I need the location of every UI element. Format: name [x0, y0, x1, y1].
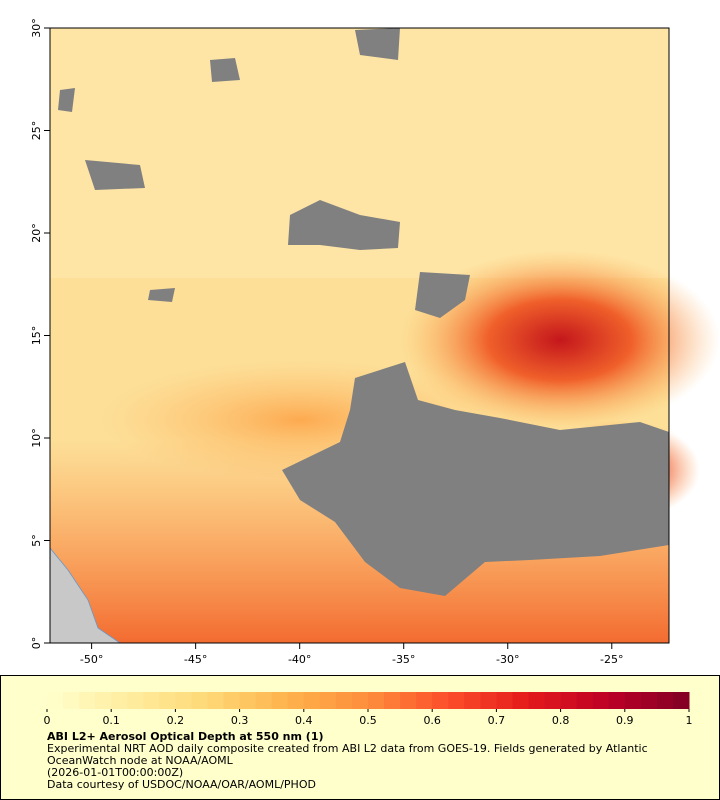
- y-tick-label: 10°: [30, 428, 43, 448]
- colorbar-segment: [480, 692, 497, 709]
- colorbar-segment: [63, 692, 80, 709]
- x-tick-label: -30°: [496, 653, 519, 666]
- colorbar-segment: [400, 692, 417, 709]
- colorbar-segment: [592, 692, 610, 709]
- colorbar-segment: [512, 692, 529, 709]
- colorbar-segment: [416, 692, 433, 709]
- colorbar-segment: [624, 692, 642, 709]
- colorbar-segment: [640, 692, 658, 709]
- colorbar-segment: [287, 692, 305, 709]
- colorbar-segment: [335, 692, 353, 709]
- colorbar-segment: [528, 692, 546, 709]
- colorbar-tick-label: 0.2: [167, 714, 185, 727]
- colorbar-segment: [319, 692, 337, 709]
- colorbar-segment: [239, 692, 257, 709]
- colorbar-segment: [223, 692, 241, 709]
- colorbar-tick-label: 0.6: [423, 714, 441, 727]
- colorbar-tick-label: 0.4: [295, 714, 313, 727]
- colorbar-segment: [271, 692, 289, 709]
- y-tick-label: 15°: [30, 326, 43, 346]
- y-tick-label: 30°: [30, 18, 43, 38]
- x-tick-label: -35°: [392, 653, 415, 666]
- colorbar-segment: [608, 692, 626, 709]
- colorbar-tick-label: 0.7: [488, 714, 506, 727]
- colorbar-segment: [79, 692, 96, 709]
- x-tick-label: -25°: [600, 653, 623, 666]
- colorbar-segment: [303, 692, 321, 709]
- y-tick-label: 0°: [30, 637, 43, 650]
- colorbar-segment: [432, 692, 449, 709]
- no-data: [58, 28, 669, 596]
- colorbar-tick-label: 0.5: [359, 714, 377, 727]
- colorbar-segment: [576, 692, 594, 709]
- colorbar-segment: [560, 692, 578, 709]
- colorbar-tick-label: 1: [686, 714, 693, 727]
- colorbar-segment: [111, 692, 128, 709]
- colorbar-segment: [672, 692, 690, 709]
- colorbar-tick-label: 0.3: [231, 714, 249, 727]
- colorbar-segment: [255, 692, 273, 709]
- y-tick-label: 20°: [30, 223, 43, 243]
- colorbar-segment: [496, 692, 513, 709]
- colorbar-segment: [159, 692, 176, 709]
- y-tick-label: 25°: [30, 121, 43, 141]
- caption-line: Data courtesy of USDOC/NOAA/OAR/AOML/PHO…: [47, 778, 316, 791]
- colorbar-segment: [47, 692, 64, 709]
- y-tick-label: 5°: [30, 534, 43, 547]
- caption-title: ABI L2+ Aerosol Optical Depth at 550 nm …: [47, 730, 324, 743]
- map: -50° -45° -40° -35° -30° -25° 0° 5° 10° 15° 20° 25°…: [30, 18, 720, 727]
- x-tick-label: -40°: [288, 653, 311, 666]
- colorbar-segment: [143, 692, 160, 709]
- colorbar-segment: [656, 692, 674, 709]
- colorbar-tick-label: 0.9: [616, 714, 634, 727]
- colorbar-tick-label: 0.8: [552, 714, 570, 727]
- colorbar-segment: [464, 692, 481, 709]
- colorbar-tick-label: 0: [44, 714, 51, 727]
- colorbar-segment: [95, 692, 112, 709]
- colorbar-segment: [191, 692, 208, 709]
- x-tick-label: -45°: [184, 653, 207, 666]
- colorbar-segment: [384, 692, 401, 709]
- colorbar-tick-label: 0.1: [102, 714, 120, 727]
- caption: ABI L2+ Aerosol Optical Depth at 550 nm …: [47, 731, 675, 791]
- colorbar-segment: [448, 692, 465, 709]
- colorbar-segment: [368, 692, 385, 709]
- caption-line: (2026-01-01T00:00:00Z): [47, 766, 184, 779]
- colorbar-segment: [351, 692, 369, 709]
- colorbar-segment: [175, 692, 192, 709]
- colorbar-segment: [127, 692, 144, 709]
- colorbar-segment: [544, 692, 562, 709]
- x-tick-label: -50°: [80, 653, 103, 666]
- colorbar-segment: [207, 692, 225, 709]
- caption-line: Experimental NRT AOD daily composite cre…: [47, 742, 648, 767]
